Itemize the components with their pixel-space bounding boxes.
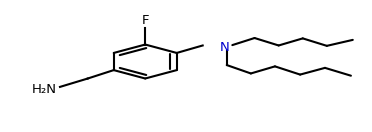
Text: N: N (220, 41, 230, 54)
Text: H₂N: H₂N (31, 83, 56, 96)
Text: F: F (141, 14, 149, 27)
